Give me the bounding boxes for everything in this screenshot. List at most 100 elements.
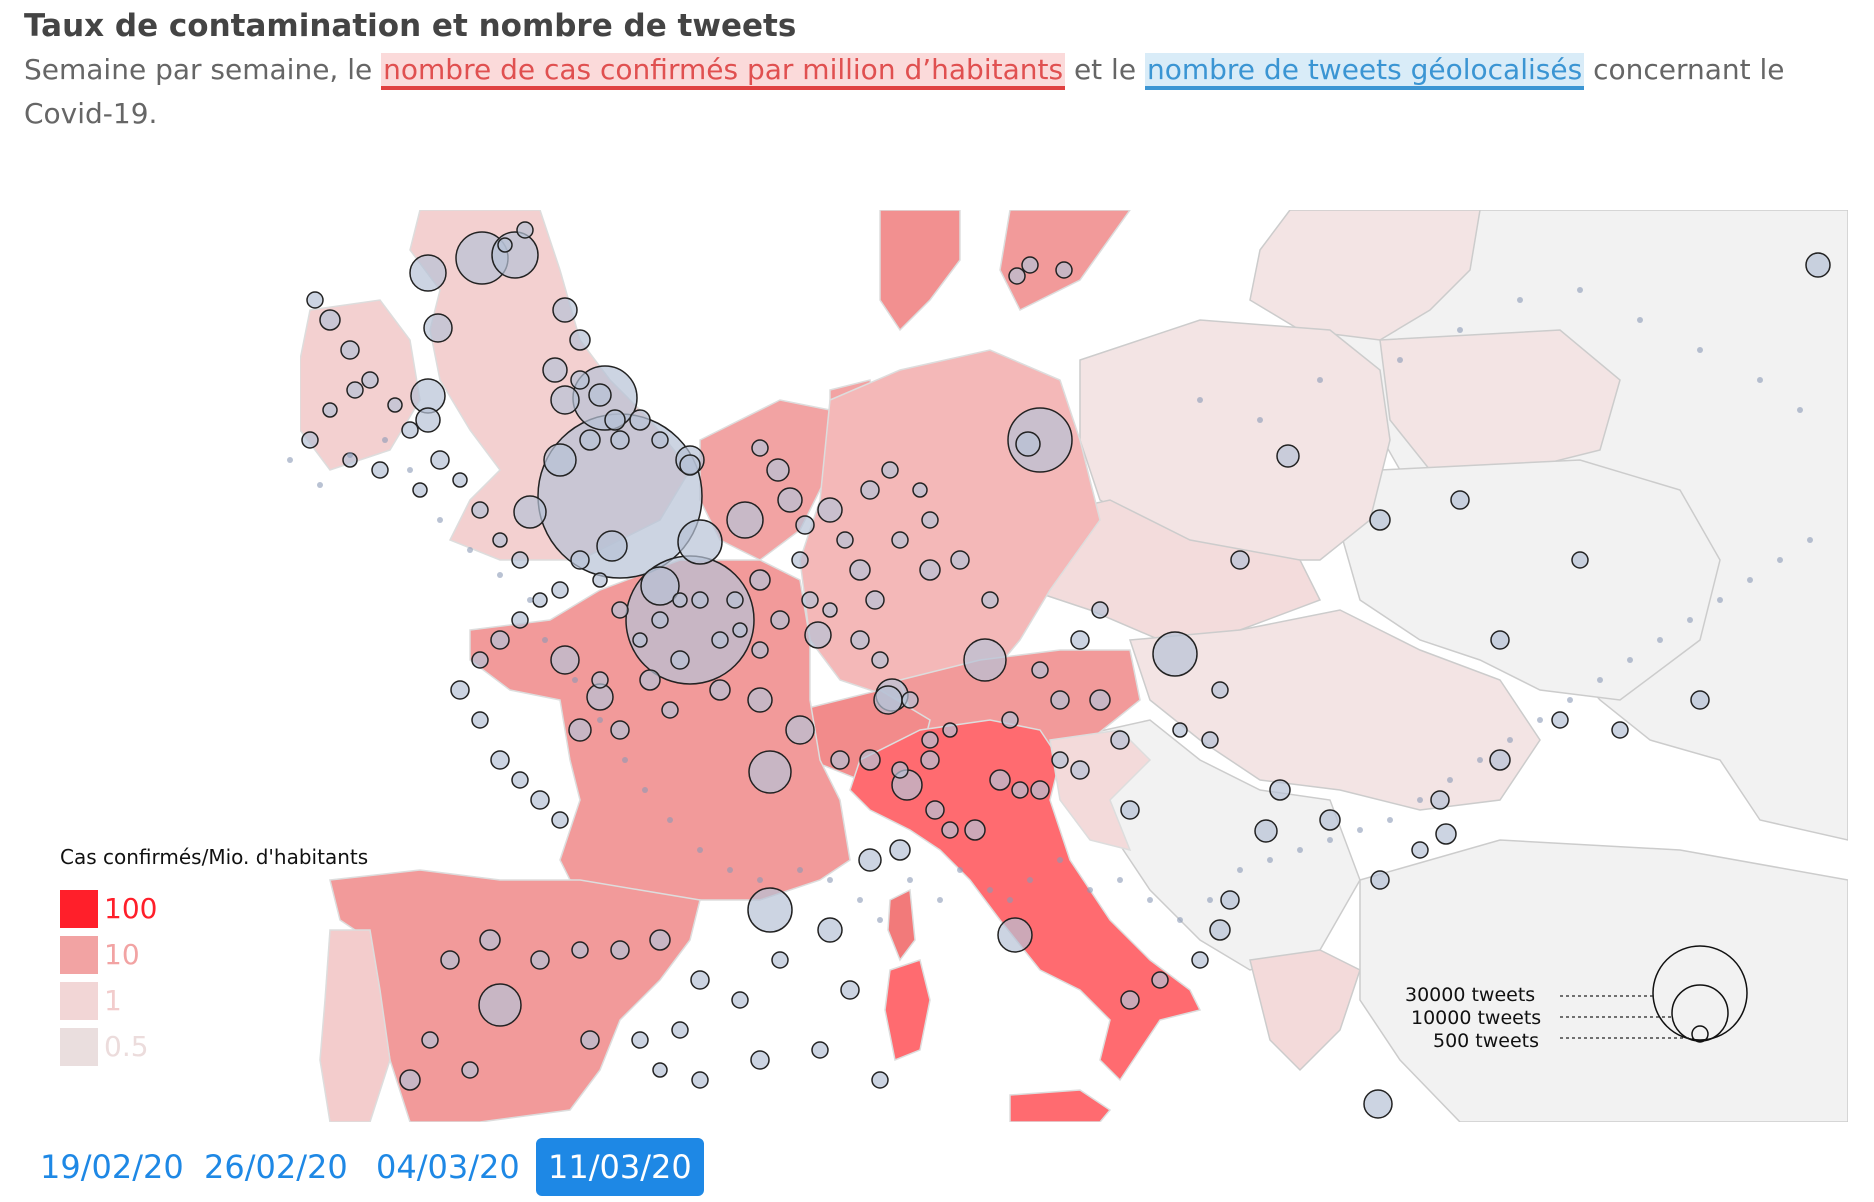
tweet-bubble bbox=[440, 950, 460, 970]
tweet-location-dot bbox=[987, 887, 993, 893]
tweet-bubble bbox=[492, 532, 508, 548]
tweet-location-dot bbox=[1207, 897, 1213, 903]
greece-region bbox=[1249, 949, 1361, 1072]
tweet-bubble bbox=[795, 515, 815, 535]
tweet-bubble bbox=[532, 592, 548, 608]
legend-swatch-05 bbox=[60, 1028, 98, 1066]
tweet-bubble bbox=[479, 929, 501, 951]
date-button-04-03[interactable]: 04/03/20 bbox=[376, 1148, 520, 1186]
tweet-bubble bbox=[1269, 779, 1291, 801]
tweet-bubble bbox=[1254, 819, 1278, 843]
tweet-bubble bbox=[919, 559, 941, 581]
tweet-bubble bbox=[1430, 790, 1450, 810]
tweet-bubble bbox=[1015, 431, 1041, 457]
size-legend-label-30000: 30000 tweets bbox=[1405, 984, 1536, 1006]
tweet-location-dot bbox=[347, 452, 353, 458]
tweet-bubble bbox=[912, 482, 928, 498]
tweet-location-dot bbox=[1257, 417, 1263, 423]
tweet-bubble bbox=[387, 397, 403, 413]
tweet-bubble bbox=[1120, 990, 1140, 1010]
tweet-bubble bbox=[817, 917, 843, 943]
corsica-region bbox=[887, 888, 916, 962]
tweet-bubble bbox=[1089, 689, 1111, 711]
tweet-location-dot bbox=[857, 897, 863, 903]
tweet-bubble bbox=[671, 1021, 689, 1039]
tweet-bubble bbox=[516, 221, 534, 239]
tweet-bubble bbox=[770, 610, 790, 630]
tweet-bubble bbox=[401, 421, 419, 439]
tweet-bubble bbox=[569, 329, 591, 351]
tweet-bubble bbox=[840, 980, 860, 1000]
date-button-19-02[interactable]: 19/02/20 bbox=[40, 1148, 184, 1186]
tweet-bubble bbox=[632, 632, 648, 648]
tweet-bubble bbox=[1091, 601, 1109, 619]
tweet-location-dot bbox=[1597, 677, 1603, 683]
tweet-bubble bbox=[399, 1069, 421, 1091]
tweet-location-dot bbox=[1717, 597, 1723, 603]
tweet-bubble bbox=[571, 941, 589, 959]
tweet-bubble bbox=[530, 790, 550, 810]
tweet-bubble bbox=[471, 711, 489, 729]
tweet-bubble bbox=[925, 800, 945, 820]
tweet-bubble bbox=[871, 1071, 889, 1089]
tweet-location-dot bbox=[622, 757, 628, 763]
tweet-location-dot bbox=[1357, 827, 1363, 833]
tweet-bubble bbox=[511, 551, 529, 569]
tweet-bubble bbox=[1805, 252, 1831, 278]
tweet-bubble bbox=[677, 519, 723, 565]
tweet-bubble bbox=[858, 848, 882, 872]
tweet-location-dot bbox=[287, 457, 293, 463]
tweet-bubble bbox=[1363, 1089, 1393, 1119]
tweet-bubble bbox=[889, 839, 911, 861]
tweet-bubble bbox=[871, 651, 889, 669]
tweet-bubble bbox=[1370, 870, 1390, 890]
tweet-location-dot bbox=[1087, 887, 1093, 893]
tweet-location-dot bbox=[1267, 857, 1273, 863]
tweet-bubble bbox=[596, 530, 628, 562]
tweet-bubble bbox=[777, 487, 803, 513]
tweet-bubble bbox=[1489, 749, 1511, 771]
tweet-bubble bbox=[1230, 550, 1250, 570]
tweet-bubble bbox=[691, 591, 709, 609]
legend-label-05: 0.5 bbox=[104, 1030, 149, 1063]
date-button-26-02[interactable]: 26/02/20 bbox=[204, 1148, 348, 1186]
tweet-bubble bbox=[346, 381, 364, 399]
tweet-bubble bbox=[989, 769, 1011, 791]
tweet-bubble bbox=[891, 531, 909, 549]
tweet-bubble bbox=[1435, 823, 1457, 845]
tweet-bubble bbox=[726, 591, 744, 609]
tweet-location-dot bbox=[1657, 637, 1663, 643]
tweet-location-dot bbox=[697, 847, 703, 853]
tweet-location-dot bbox=[1197, 397, 1203, 403]
tweet-bubble bbox=[750, 1050, 770, 1070]
tweet-bubble bbox=[747, 887, 793, 933]
tweet-location-dot bbox=[1807, 537, 1813, 543]
belarus-region bbox=[1379, 329, 1621, 471]
tweet-bubble bbox=[726, 501, 764, 539]
tweet-bubble bbox=[941, 821, 959, 839]
legend-swatch-1 bbox=[60, 982, 98, 1020]
date-button-11-03[interactable]: 11/03/20 bbox=[536, 1138, 704, 1196]
tweet-bubble bbox=[461, 1061, 479, 1079]
tweet-bubble bbox=[1690, 690, 1710, 710]
tweet-bubble bbox=[1070, 630, 1090, 650]
tweet-bubble bbox=[530, 950, 550, 970]
tweet-bubble bbox=[1211, 681, 1229, 699]
tweet-location-dot bbox=[667, 817, 673, 823]
tweet-location-dot bbox=[937, 897, 943, 903]
tweet-location-dot bbox=[497, 572, 503, 578]
tweet-bubble bbox=[964, 819, 986, 841]
tweet-bubble bbox=[452, 472, 468, 488]
tweet-bubble bbox=[513, 495, 547, 529]
tweet-bubble bbox=[651, 611, 669, 629]
tweet-bubble bbox=[319, 309, 341, 331]
tweet-bubble bbox=[1110, 730, 1130, 750]
tweet-location-dot bbox=[1417, 797, 1423, 803]
tweet-bubble bbox=[649, 929, 671, 951]
tweet-location-dot bbox=[1147, 897, 1153, 903]
tweet-bubble bbox=[1172, 722, 1188, 738]
legend-label-1: 1 bbox=[104, 984, 122, 1017]
tweet-bubble bbox=[749, 569, 771, 591]
tweet-location-dot bbox=[877, 917, 883, 923]
